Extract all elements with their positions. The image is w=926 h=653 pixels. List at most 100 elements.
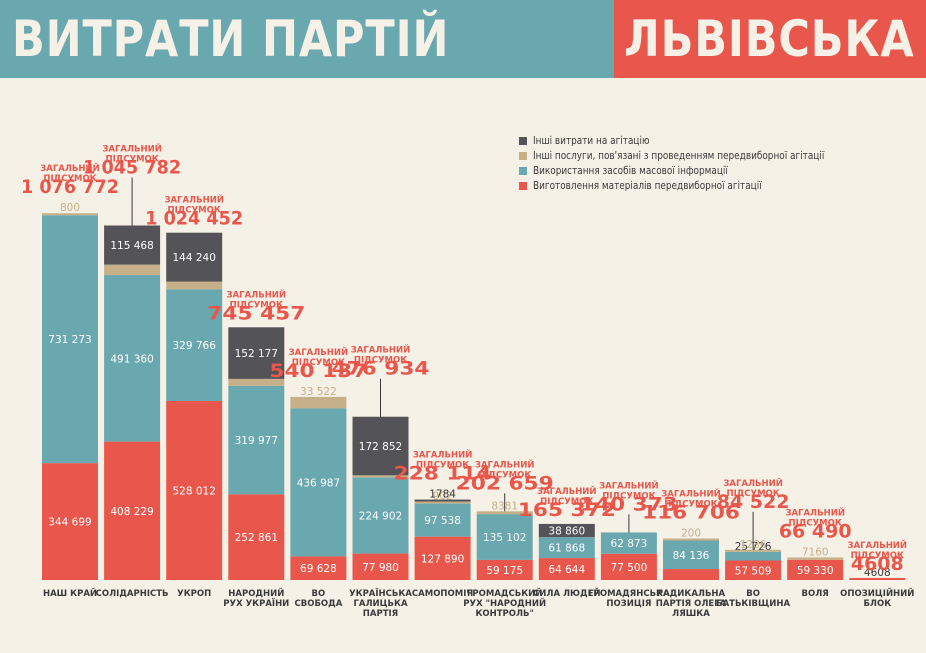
category-label: ГАЛИЦЬКА (353, 599, 407, 609)
total-value: 476 934 (332, 358, 430, 380)
bar-segment-media (600, 532, 657, 554)
total-caption: ЗАГАЛЬНИЙ (599, 479, 659, 491)
segment-label-media: 97 538 (424, 515, 461, 527)
total-caption: ПІДСУМОК (354, 356, 407, 366)
bar-segment-production (228, 494, 285, 580)
category-label: РАДИКАЛЬНА (657, 589, 726, 599)
bar-segment-production (476, 559, 533, 580)
total-value: 540 137 (269, 360, 367, 382)
bar-segment-services (290, 396, 347, 409)
bar-segment-production (725, 560, 782, 580)
bar-segment-services (228, 378, 285, 386)
page-title: ВИТРАТИ ПАРТІЙ (12, 10, 450, 68)
total-caption: ЗАГАЛЬНИЙ (661, 488, 721, 500)
total-value: 1 024 452 (145, 208, 243, 230)
total-value: 202 659 (456, 472, 554, 494)
bar-segment-media (228, 385, 285, 495)
segment-label-production: 127 890 (421, 553, 464, 565)
total-value: 4608 (851, 553, 904, 575)
category-label: УКРАЇНСЬКА (349, 588, 412, 599)
total-caption: ЗАГАЛЬНИЙ (723, 477, 783, 489)
total-caption: ПІДСУМОК (851, 551, 904, 561)
segment-label-production: 408 229 (110, 506, 153, 518)
total-caption: ПІДСУМОК (168, 206, 221, 216)
bar-segment-services (787, 557, 844, 560)
category-label: ОПОЗИЦІЙНИЙ (840, 587, 914, 599)
total-value: 84 522 (717, 491, 790, 513)
segment-label-media: 62 873 (611, 538, 648, 550)
category-label: ПОЗИЦІЯ (606, 599, 651, 609)
total-caption: ПІДСУМОК (789, 518, 842, 528)
segment-label-production: 4608 (864, 567, 891, 579)
legend-label-media: Використання засобів масової інформації (533, 164, 728, 177)
segment-label-production: 344 699 (48, 517, 91, 529)
bar-segment-other (166, 232, 223, 282)
category-label: ГРОМАДСЬКИЙ (467, 587, 542, 599)
segment-label-media: 84 136 (673, 550, 710, 562)
category-label: ВО (746, 589, 760, 599)
category-label: СВОБОДА (295, 599, 343, 609)
segment-label-other: 1784 (429, 489, 456, 501)
total-caption: ЗАГАЛЬНИЙ (475, 458, 535, 470)
bar-segment-services (476, 511, 533, 515)
bar-segment-other (352, 416, 409, 476)
segment-label-other: 172 852 (359, 441, 402, 453)
category-label: СОЛІДАРНІСТЬ (96, 589, 169, 599)
total-caption: ПІДСУМОК (292, 358, 345, 368)
segment-label-media: 135 102 (483, 532, 526, 544)
total-value: 165 372 (518, 499, 616, 521)
legend-label-services: Інші послуги, пов'язані з проведенням пе… (533, 149, 825, 162)
category-label: ВО (312, 589, 326, 599)
legend-label-other: Інші витрати на агітацію (533, 134, 650, 147)
bar-segment-production (414, 536, 471, 580)
total-caption: ЗАГАЛЬНИЙ (164, 194, 224, 206)
category-label: СИЛА ЛЮДЕЙ (533, 587, 600, 599)
region-title: ЛЬВІВСЬКА (624, 10, 915, 68)
chart-legend: Інші витрати на агітацію Інші послуги, п… (519, 133, 857, 193)
bar-segment-production (787, 559, 844, 580)
bar-segment-production (849, 578, 906, 580)
total-caption: ПІДСУМОК (43, 174, 96, 184)
bar-segment-other (414, 499, 471, 502)
category-label: САМОПОМІЧ (412, 589, 473, 599)
category-label: УКРОП (177, 589, 211, 599)
legend-label-production: Виготовлення матеріалів передвиборної аг… (533, 179, 762, 192)
bar-segment-other (104, 225, 161, 265)
bar-segment-services (725, 549, 782, 552)
bar-segment-media (663, 540, 719, 570)
segment-label-media: 731 273 (48, 334, 91, 346)
header-region-panel: ЛЬВІВСЬКА (614, 0, 926, 78)
category-label: КОНТРОЛЬ" (475, 609, 534, 619)
legend-swatch-production (519, 181, 527, 190)
total-caption: ЗАГАЛЬНИЙ (848, 539, 908, 551)
segment-label-services: 33 522 (300, 386, 337, 398)
category-label: РУХ УКРАЇНИ (223, 598, 289, 609)
segment-label-media: 329 766 (172, 340, 216, 352)
category-label: ВОЛЯ (802, 589, 829, 599)
total-caption: ЗАГАЛЬНИЙ (351, 344, 411, 356)
legend-swatch-media (519, 166, 527, 175)
bar-segment-media (290, 408, 347, 557)
segment-label-other: 38 860 (548, 526, 585, 538)
bar-segment-production (42, 463, 98, 580)
segment-label-production: 252 861 (235, 532, 278, 544)
bar-segment-production (600, 553, 657, 580)
total-value: 140 373 (580, 493, 678, 515)
bar-segment-other (538, 523, 595, 538)
segment-label-media: 224 902 (359, 510, 402, 522)
category-label: ГРОМАДЯНСЬКА (588, 589, 670, 599)
category-label: БАТЬКІВЩИНА (716, 599, 790, 609)
segment-label-services: 7160 (802, 546, 829, 558)
category-label: ЛЯШКА (672, 609, 710, 619)
segment-label-production: 59 175 (486, 565, 523, 577)
total-caption: ЗАГАЛЬНИЙ (537, 485, 597, 497)
segment-label-production: 69 628 (300, 563, 337, 575)
bar-segment-services (663, 538, 719, 541)
total-value: 1 076 772 (21, 176, 119, 198)
total-caption: ЗАГАЛЬНИЙ (40, 162, 100, 174)
legend-item-services: Інші послуги, пов'язані з проведенням пе… (519, 148, 857, 163)
segment-label-production: 64 644 (548, 564, 585, 576)
legend-item-media: Використання засобів масової інформації (519, 163, 857, 178)
category-label: ПАРТІЯ ОЛЕГА (656, 599, 727, 609)
bar-segment-services (104, 264, 161, 276)
